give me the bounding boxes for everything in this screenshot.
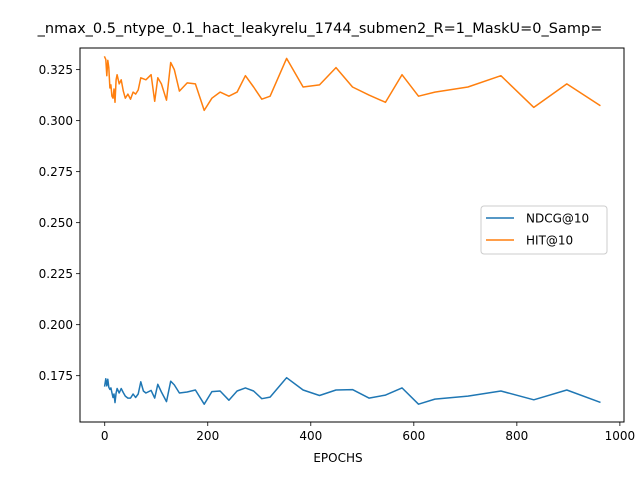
y-tick-label: 0.250 [39, 216, 73, 230]
y-tick-label: 0.200 [39, 318, 73, 332]
series-line-ndcg-10 [103, 376, 601, 405]
x-tick-label: 0 [101, 429, 109, 443]
chart-title: _nmax_0.5_ntype_0.1_hact_leakyrelu_1744_… [37, 21, 603, 37]
x-axis-title: EPOCHS [313, 451, 362, 465]
legend-label: NDCG@10 [526, 212, 589, 226]
y-tick-label: 0.325 [39, 63, 73, 77]
x-tick-label: 200 [196, 429, 219, 443]
y-axis: 0.175 0.200 0.225 0.250 0.275 0.300 0.325 [39, 63, 80, 383]
plot-frame [79, 47, 625, 423]
plot-area [79, 47, 625, 423]
x-tick-label: 400 [299, 429, 322, 443]
x-axis: 0 200 400 600 800 1000 [101, 422, 635, 443]
y-tick-label: 0.175 [39, 369, 73, 383]
y-tick-label: 0.300 [39, 114, 73, 128]
x-tick-label: 800 [505, 429, 528, 443]
series-lines [103, 56, 601, 405]
y-tick-label: 0.225 [39, 267, 73, 281]
y-tick-label: 0.275 [39, 165, 73, 179]
legend-label: HIT@10 [526, 234, 573, 248]
x-tick-label: 1000 [605, 429, 636, 443]
legend: NDCG@10 HIT@10 [480, 205, 608, 255]
series-line-hit-10 [103, 56, 601, 112]
x-tick-label: 600 [402, 429, 425, 443]
